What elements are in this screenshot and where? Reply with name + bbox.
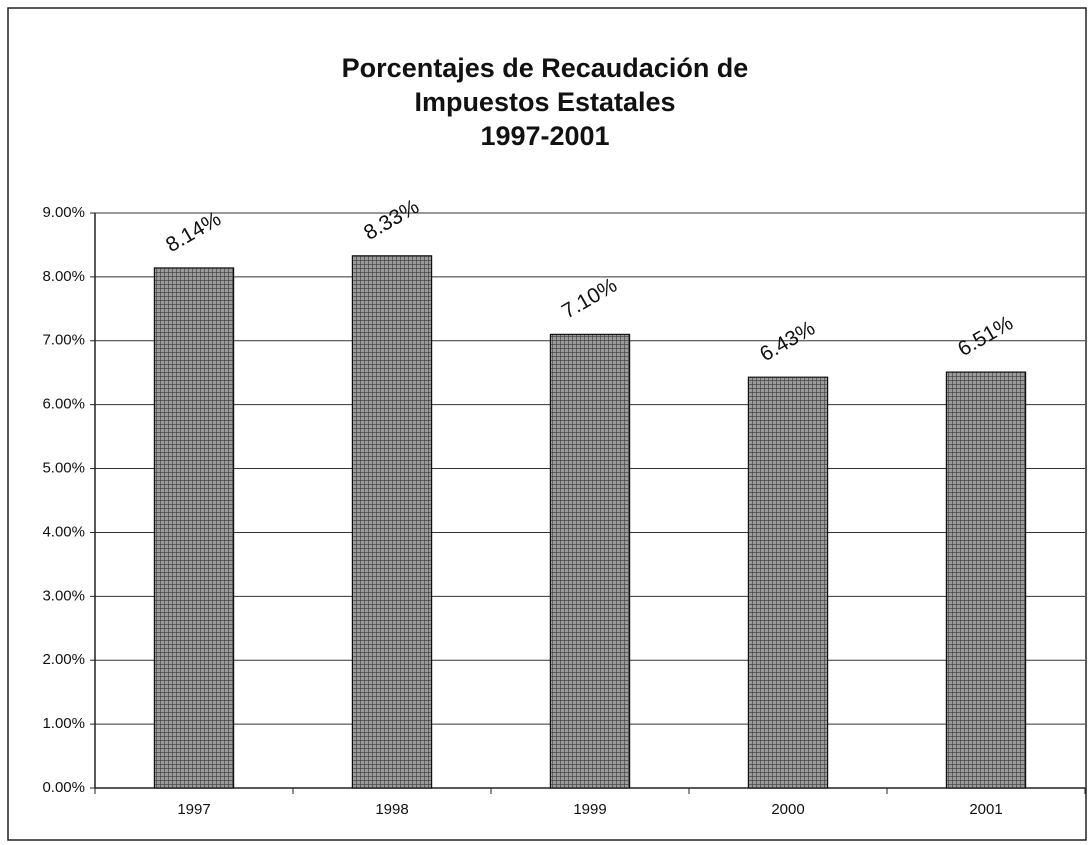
chart-border <box>7 7 1087 841</box>
x-tick-label: 2000 <box>771 801 804 818</box>
bar <box>945 371 1027 789</box>
chart-title: 1997-2001 <box>480 121 609 151</box>
y-tick-label: 3.00% <box>42 587 85 604</box>
y-tick-label: 0.00% <box>42 779 85 796</box>
y-tick-label: 7.00% <box>42 332 85 349</box>
x-tick-label: 1998 <box>375 801 408 818</box>
x-tick-label: 1999 <box>573 801 606 818</box>
value-label: 7.10% <box>558 274 621 324</box>
y-tick-label: 4.00% <box>42 523 85 540</box>
y-tick-label: 6.00% <box>42 396 85 413</box>
x-tick-label: 2001 <box>969 801 1002 818</box>
bar <box>549 333 631 789</box>
y-tick-label: 8.00% <box>42 268 85 285</box>
chart-title: Impuestos Estatales <box>414 87 675 117</box>
bar <box>747 376 829 789</box>
value-label: 6.43% <box>756 317 819 367</box>
value-label: 6.51% <box>954 311 1017 361</box>
chart-title: Porcentajes de Recaudación de <box>342 53 749 83</box>
value-label: 8.33% <box>360 195 423 245</box>
bar <box>351 255 433 789</box>
value-label: 8.14% <box>162 207 225 257</box>
x-tick-label: 1997 <box>177 801 210 818</box>
y-tick-label: 1.00% <box>42 715 85 732</box>
y-tick-label: 9.00% <box>42 204 85 221</box>
y-tick-label: 2.00% <box>42 651 85 668</box>
bar <box>153 267 235 789</box>
y-tick-label: 5.00% <box>42 460 85 477</box>
